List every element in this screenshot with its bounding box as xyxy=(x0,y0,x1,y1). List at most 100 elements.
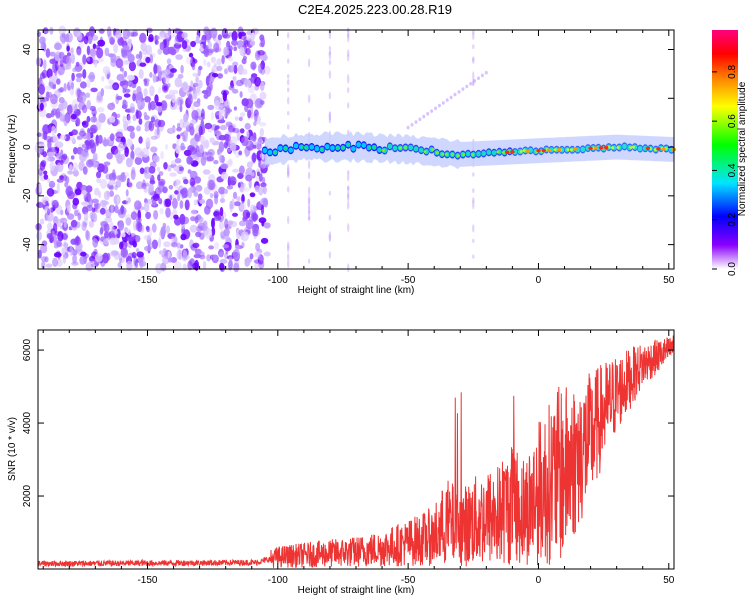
noise-blob xyxy=(262,176,266,185)
noise-blob xyxy=(253,121,257,127)
spectrogram-ytick-label: 40 xyxy=(22,44,33,56)
noise-blob xyxy=(108,32,112,42)
noise-blob xyxy=(213,42,220,53)
noise-blob xyxy=(211,111,215,121)
noise-blob xyxy=(161,77,166,85)
noise-blob xyxy=(190,216,196,222)
signal-band-hot xyxy=(381,149,385,152)
noise-blob xyxy=(257,50,265,56)
noise-blob xyxy=(79,81,87,89)
noise-streak xyxy=(347,102,350,109)
noise-blob xyxy=(63,247,69,256)
noise-blob xyxy=(231,39,238,46)
noise-blob xyxy=(36,230,42,241)
noise-blob xyxy=(173,166,180,172)
noise-streak xyxy=(287,163,290,174)
noise-blob xyxy=(202,260,207,270)
noise-blob xyxy=(124,88,131,93)
colorbar-gradient xyxy=(712,30,738,269)
noise-blob xyxy=(120,205,125,215)
signal-band-peak xyxy=(572,147,578,151)
noise-blob xyxy=(206,156,214,162)
noise-blob xyxy=(98,190,102,199)
noise-blob xyxy=(161,83,169,93)
noise-blob xyxy=(206,34,211,43)
noise-blob xyxy=(213,160,219,165)
noise-blob xyxy=(195,76,199,83)
noise-blob xyxy=(89,26,95,37)
noise-blob xyxy=(260,237,269,244)
noise-blob xyxy=(81,190,87,196)
noise-blob xyxy=(162,186,168,194)
noise-blob xyxy=(61,247,66,256)
noise-blob xyxy=(112,84,118,90)
noise-blob xyxy=(196,86,201,96)
noise-blob xyxy=(222,244,229,249)
noise-streak xyxy=(287,111,290,116)
noise-blob xyxy=(49,26,54,35)
noise-blob xyxy=(104,231,109,239)
signal-band-core xyxy=(288,147,294,153)
noise-blob xyxy=(224,188,229,194)
spectrogram-xtick-label: -50 xyxy=(401,275,416,286)
noise-blob xyxy=(206,61,211,68)
noise-blob xyxy=(44,85,52,91)
noise-blob xyxy=(155,263,163,274)
noise-blob xyxy=(162,256,170,265)
noise-blob xyxy=(70,238,78,245)
noise-blob xyxy=(158,178,166,186)
noise-blob xyxy=(126,138,133,148)
noise-blob xyxy=(94,208,101,214)
noise-blob xyxy=(69,246,74,256)
noise-blob xyxy=(245,211,251,218)
noise-streak xyxy=(307,216,311,221)
signal-band-core xyxy=(580,146,586,152)
noise-blob xyxy=(254,114,261,125)
noise-blob xyxy=(190,80,194,91)
signal-band-hot xyxy=(301,145,305,149)
spectrogram-ytick-label: -20 xyxy=(22,188,33,203)
noise-blob xyxy=(149,85,155,97)
noise-blob xyxy=(77,32,83,41)
noise-streak xyxy=(347,74,350,84)
noise-blob xyxy=(248,179,252,189)
noise-streak xyxy=(472,57,475,64)
noise-blob xyxy=(75,77,82,83)
noise-blob xyxy=(199,198,206,205)
noise-blob xyxy=(106,26,112,38)
noise-streak xyxy=(307,94,311,104)
signal-faint-trace xyxy=(441,101,445,105)
noise-blob xyxy=(81,104,88,114)
noise-blob xyxy=(189,146,198,155)
noise-blob xyxy=(92,152,98,161)
noise-blob xyxy=(59,32,67,43)
noise-blob xyxy=(263,222,271,229)
noise-blob xyxy=(63,82,67,92)
noise-blob xyxy=(174,157,182,164)
noise-blob xyxy=(191,61,196,71)
noise-blob xyxy=(49,161,55,171)
signal-faint-trace xyxy=(418,117,422,122)
noise-blob xyxy=(57,64,65,76)
noise-blob xyxy=(86,99,91,110)
noise-blob xyxy=(115,58,124,69)
noise-blob xyxy=(205,151,213,156)
noise-blob xyxy=(216,58,223,66)
noise-blob xyxy=(145,225,150,231)
noise-blob xyxy=(116,195,120,205)
noise-blob xyxy=(99,178,108,189)
noise-blob xyxy=(137,222,143,233)
noise-blob xyxy=(66,55,72,67)
noise-blob xyxy=(46,68,53,79)
noise-blob xyxy=(210,56,216,63)
noise-blob xyxy=(180,64,184,74)
snr-xtick-label: 0 xyxy=(536,575,542,586)
noise-blob xyxy=(179,200,184,209)
noise-blob xyxy=(62,175,68,182)
colorbar-tick-label: 0.4 xyxy=(727,163,738,177)
noise-blob xyxy=(224,218,229,230)
noise-blob xyxy=(255,97,263,107)
noise-blob xyxy=(162,248,167,255)
noise-blob xyxy=(184,199,190,211)
